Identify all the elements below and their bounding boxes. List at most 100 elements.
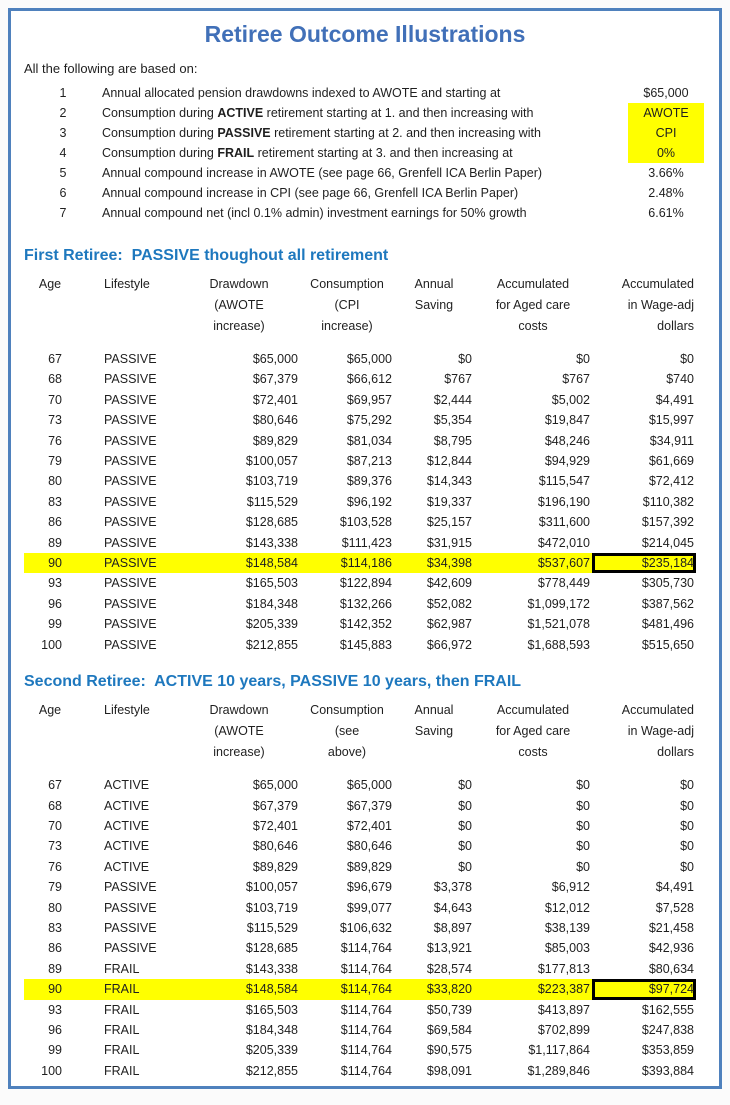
table-cell: 100 (41, 637, 62, 652)
table-cell: $128,685 (245, 515, 298, 530)
table-cell: PASSIVE (104, 352, 157, 366)
table-cell: $12,012 (544, 900, 590, 915)
table-cell: $165,503 (245, 1002, 298, 1017)
assumptions-list: 1 Annual allocated pension drawdowns inde… (24, 83, 706, 223)
table-cell: $148,584 (178, 553, 300, 574)
table-cell: $8,897 (433, 920, 472, 935)
table-cell: $184,348 (245, 1022, 298, 1037)
table-cell: $80,646 (346, 839, 392, 854)
table-cell: $80,634 (648, 961, 694, 976)
table-cell: $80,646 (252, 413, 298, 428)
assumption-text: Annual compound increase in CPI (see pag… (102, 186, 519, 200)
table-cell: $305,730 (641, 576, 694, 591)
table-cell: $767 (562, 372, 590, 387)
table-row: 100 PASSIVE $212,855 $145,883 $66,972 $1,688,… (24, 635, 696, 655)
table-cell: $0 (576, 839, 590, 854)
table-cell: $115,529 (246, 920, 298, 935)
column-header: Accumulated in Wage-adj dollars (621, 703, 694, 760)
table-row: 86 PASSIVE $128,685 $103,528 $25,157 $311,600… (24, 512, 696, 532)
column-header: Annual Saving (414, 703, 454, 739)
table-cell: PASSIVE (104, 920, 157, 935)
assumption-text: Consumption during ACTIVE retirement sta… (102, 106, 534, 120)
table-cell: 76 (48, 859, 62, 874)
table-cell: FRAIL (104, 961, 140, 976)
table-cell: $1,688,593 (527, 637, 590, 652)
table-cell: $0 (458, 818, 472, 833)
column-header: Lifestyle (104, 277, 150, 291)
column-header: Lifestyle (104, 703, 150, 718)
table-cell: $702,899 (537, 1022, 590, 1037)
table-cell: $13,921 (426, 941, 472, 956)
table-cell: $142,352 (339, 617, 392, 632)
table-cell: $114,764 (300, 979, 394, 1000)
table-cell: $90,575 (426, 1043, 472, 1058)
table-cell: $0 (680, 352, 694, 366)
assumption-number: 5 (59, 166, 67, 180)
table-cell: $0 (576, 778, 590, 793)
table-cell: 76 (48, 433, 62, 448)
table-row: 89 FRAIL $143,338 $114,764 $28,574 $177,813 $8… (24, 959, 696, 979)
table-cell: PASSIVE (104, 454, 157, 469)
section-heading-second-retiree: Second Retiree: ACTIVE 10 years, PASSIVE… (24, 673, 522, 691)
first-retiree-table: Age Lifestyle Drawdown (AWOTE increase) Consu… (24, 274, 696, 655)
table-cell: 86 (48, 515, 62, 530)
table-cell: $75,292 (346, 413, 392, 428)
table-cell: $42,609 (426, 576, 472, 591)
table-row: 96 PASSIVE $184,348 $132,266 $52,082 $1,099,1… (24, 594, 696, 614)
table-cell: $481,496 (641, 617, 694, 632)
table-cell: 96 (48, 1022, 62, 1037)
table-cell: $111,423 (341, 535, 392, 550)
table-cell: PASSIVE (104, 576, 157, 591)
table-row: 86 PASSIVE $128,685 $114,764 $13,921 $85,003 $… (24, 938, 696, 958)
table-cell: 89 (48, 961, 62, 976)
table-cell: PASSIVE (104, 900, 157, 915)
table-cell: $114,764 (340, 1002, 392, 1017)
table-cell: $72,401 (346, 818, 392, 833)
table-cell: $100,057 (245, 454, 298, 469)
table-cell: $0 (680, 818, 694, 833)
table-cell: ACTIVE (104, 778, 150, 793)
table-row: 76 ACTIVE $89,829 $89,829 $0 $0 $0 (24, 857, 696, 877)
table-cell: $778,449 (537, 576, 590, 591)
column-header: Accumulated for Aged care costs (495, 703, 571, 760)
table-cell: 68 (48, 798, 62, 813)
table-cell: $0 (458, 798, 472, 813)
table-cell: $387,562 (641, 596, 694, 611)
table-row: 83 PASSIVE $115,529 $106,632 $8,897 $38,139 $2… (24, 918, 696, 938)
table-cell: 99 (48, 617, 62, 632)
table-cell: $0 (576, 352, 590, 366)
table-cell: 80 (48, 900, 62, 915)
table-cell: $393,884 (641, 1063, 694, 1078)
header-row: Age Lifestyle Drawdown (AWOTE increase) Consu… (24, 700, 696, 763)
table-cell: 80 (48, 474, 62, 489)
boxed-accumulated-cell: $235,184 (592, 553, 696, 574)
table-cell: $311,600 (538, 515, 590, 530)
table-cell: $81,034 (346, 433, 392, 448)
table-cell: $89,376 (346, 474, 392, 489)
table-cell: $114,764 (340, 1063, 392, 1078)
table-cell: $65,000 (346, 352, 392, 366)
table-cell: FRAIL (76, 979, 178, 1000)
table-cell: 67 (48, 778, 62, 793)
table-cell: $114,764 (340, 941, 392, 956)
table-cell: $1,289,846 (527, 1063, 590, 1078)
table-cell: $205,339 (245, 617, 298, 632)
table-cell: $34,398 (394, 553, 474, 574)
table-row: 99 FRAIL $205,339 $114,764 $90,575 $1,117,864… (24, 1040, 696, 1060)
table-cell: $537,607 (474, 553, 592, 574)
assumption-value-highlighted: AWOTE (628, 103, 704, 123)
assumption-row: 5 Annual compound increase in AWOTE (see … (24, 163, 706, 183)
table-cell: $0 (680, 778, 694, 793)
table-cell: $69,957 (346, 392, 392, 407)
table-cell: $1,117,864 (528, 1043, 590, 1058)
table-cell: $205,339 (245, 1043, 298, 1058)
table-cell: $8,795 (433, 433, 472, 448)
column-header: Age (38, 703, 62, 718)
table-cell: FRAIL (104, 1022, 140, 1037)
table-cell: $48,246 (544, 433, 590, 448)
table-cell: $353,859 (641, 1043, 694, 1058)
table-cell: $0 (680, 798, 694, 813)
table-cell: $19,847 (544, 413, 590, 428)
table-cell: 90 (24, 553, 76, 574)
table-cell: $34,911 (649, 433, 694, 448)
